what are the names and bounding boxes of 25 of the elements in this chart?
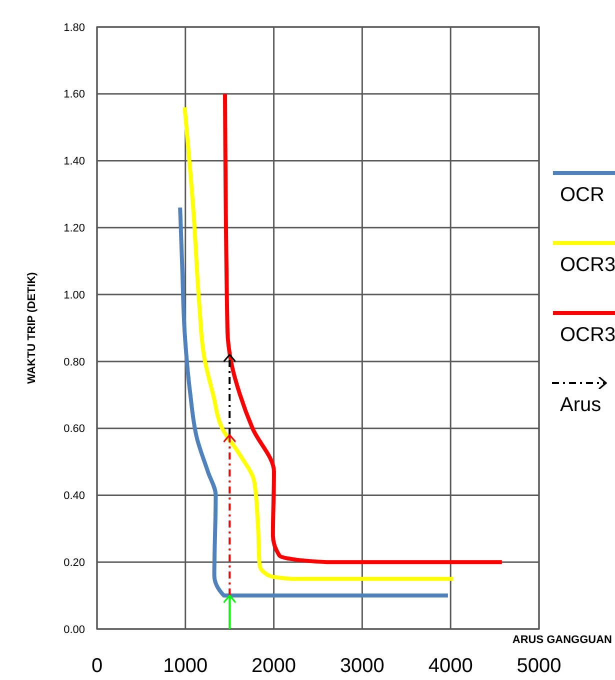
y-tick-label: 0.00 <box>64 624 85 636</box>
line-series <box>182 105 456 581</box>
x-tick-label: 4000 <box>428 655 473 677</box>
x-tick-label: 5000 <box>516 655 562 677</box>
legend-label: OCR3 <box>560 324 615 346</box>
x-axis-title: ARUS GANGGUAN <box>512 634 612 646</box>
y-tick-label: 1.00 <box>64 289 85 302</box>
y-tick-label: 1.40 <box>64 156 85 168</box>
y-tick-label: 1.60 <box>64 88 85 101</box>
y-tick-label: 1.80 <box>64 22 85 34</box>
y-tick-label: 0.20 <box>64 556 85 569</box>
y-tick-label: 1.20 <box>64 222 85 235</box>
line-series <box>178 206 450 598</box>
line-series <box>223 92 504 564</box>
y-tick-label: 0.60 <box>64 423 85 436</box>
x-tick-label: 0 <box>91 655 103 677</box>
y-tick-label: 0.80 <box>64 356 85 368</box>
y-tick-label: 0.40 <box>64 490 85 502</box>
legend-label: Arus <box>560 394 602 416</box>
x-tick-label: 2000 <box>252 655 296 677</box>
x-tick-label: 3000 <box>340 655 384 677</box>
legend-label: OCR3 <box>560 254 615 276</box>
legend-label: OCR <box>560 184 604 206</box>
y-axis-title: WAKTU TRIP (DETIK) <box>26 272 38 384</box>
x-tick-label: 1000 <box>163 655 208 677</box>
